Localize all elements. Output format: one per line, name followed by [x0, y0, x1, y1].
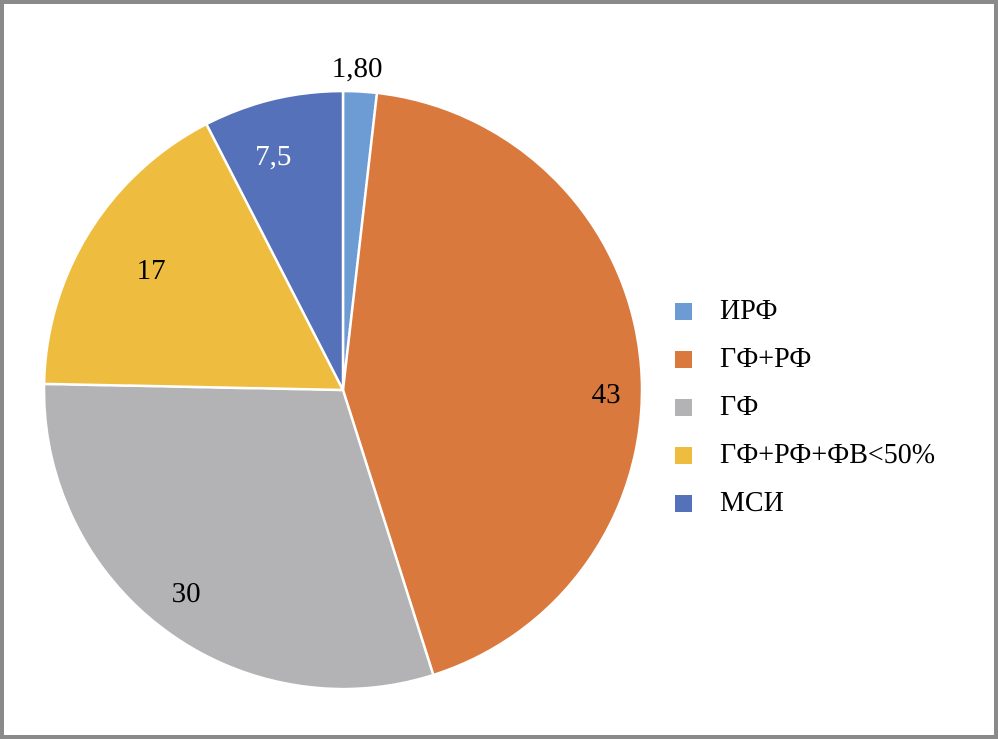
slice-value-label-2: 30 — [172, 577, 201, 609]
slice-value-label-4: 7,5 — [255, 140, 291, 172]
legend-item-0: ИРФ — [675, 287, 935, 335]
slice-value-label-3: 17 — [137, 254, 166, 286]
legend-item-2: ГФ — [675, 383, 935, 431]
legend-swatch-4 — [675, 494, 692, 512]
pie-slice-3 — [42, 122, 345, 392]
slice-value-label-1: 43 — [592, 378, 621, 410]
pie-chart: 1,80 43 30 17 7,5 — [42, 52, 644, 691]
legend-swatch-0 — [675, 302, 692, 320]
legend-swatch-1 — [675, 350, 692, 368]
legend-item-4: МСИ — [675, 479, 935, 527]
pie-slice-1 — [341, 91, 644, 677]
legend-item-3: ГФ+РФ+ФВ<50% — [675, 431, 935, 479]
legend-swatch-3 — [675, 446, 692, 464]
legend: ИРФ ГФ+РФ ГФ ГФ+РФ+ФВ<50% МСИ — [675, 287, 935, 527]
slice-value-label-0: 1,80 — [332, 52, 383, 84]
legend-item-1: ГФ+РФ — [675, 335, 935, 383]
legend-label-2: ГФ — [720, 391, 759, 422]
legend-label-3: ГФ+РФ+ФВ<50% — [720, 439, 936, 470]
legend-label-0: ИРФ — [720, 295, 778, 326]
legend-label-1: ГФ+РФ — [720, 343, 812, 374]
legend-swatch-2 — [675, 398, 692, 416]
pie-slice-2 — [42, 382, 435, 691]
legend-label-4: МСИ — [720, 487, 784, 518]
pie-slice-4 — [205, 89, 345, 392]
